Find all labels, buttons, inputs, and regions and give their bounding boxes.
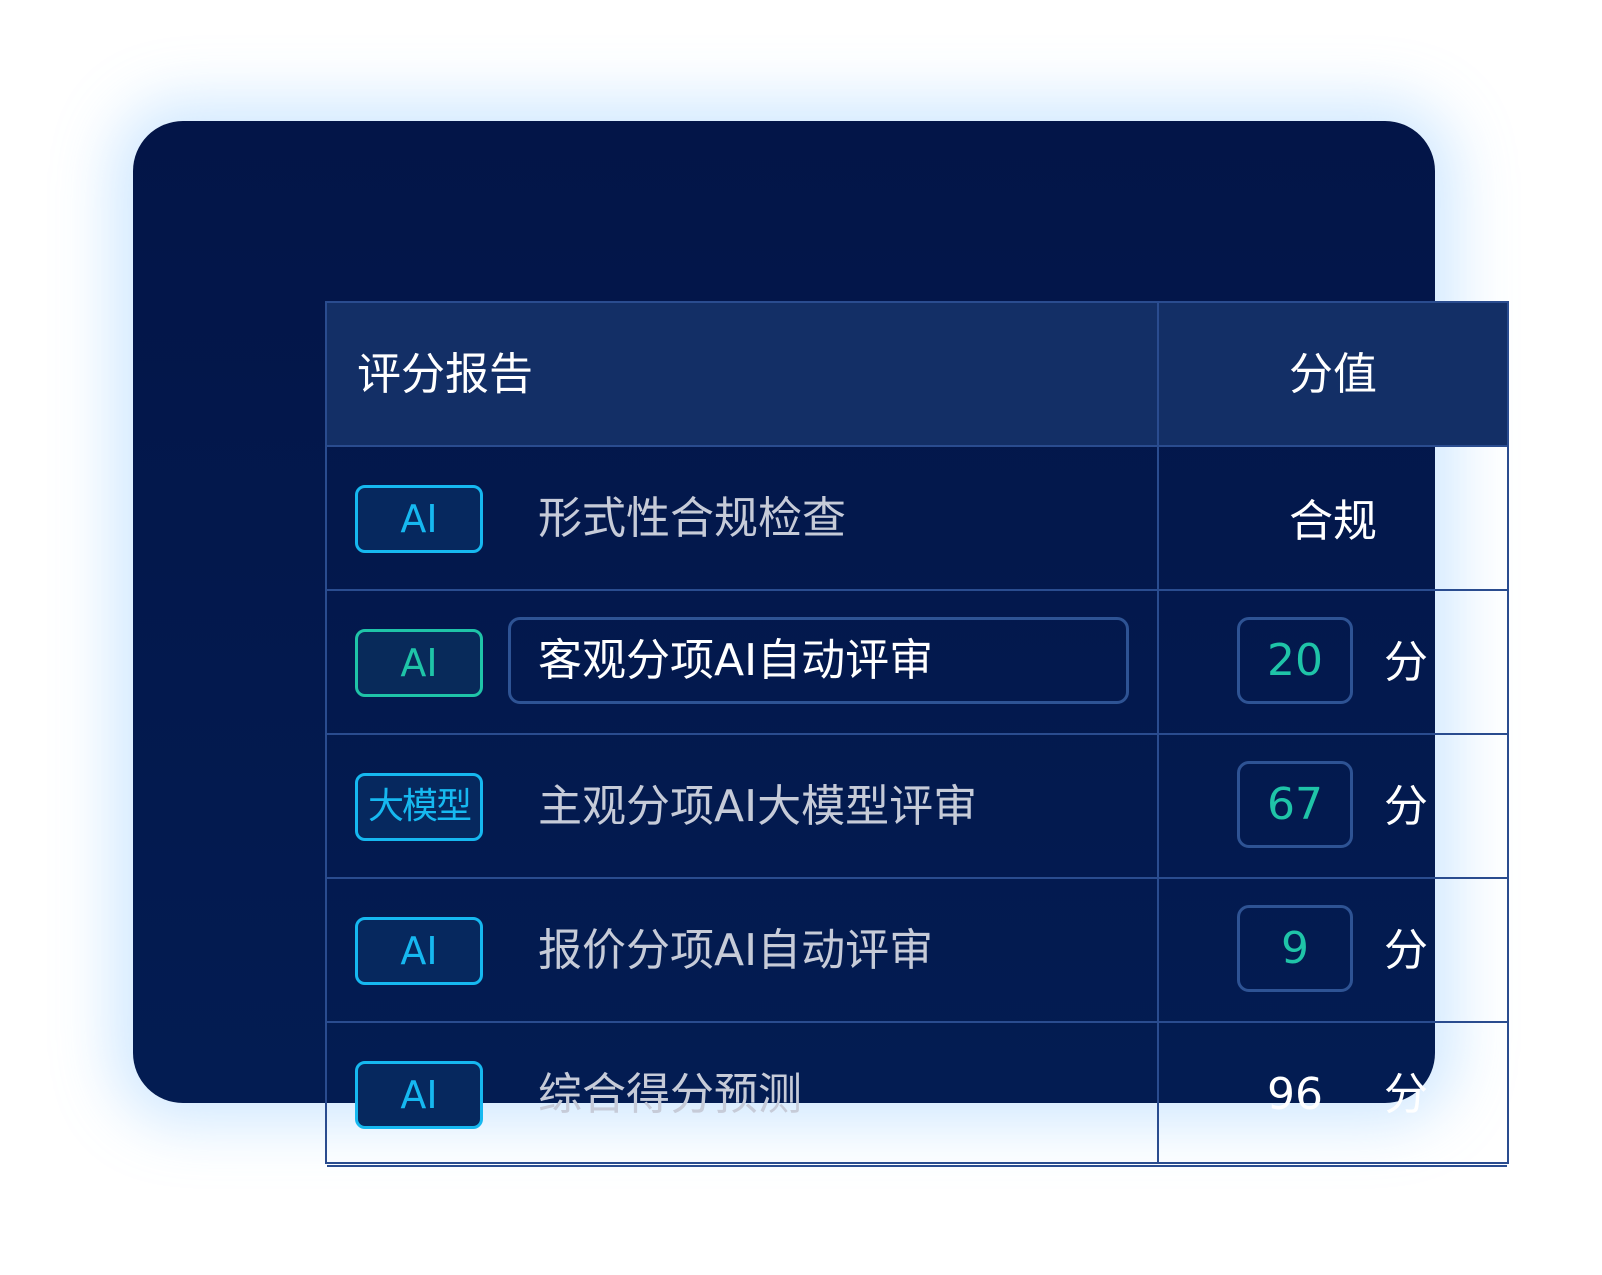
ai-badge: AI bbox=[355, 1061, 483, 1129]
score-unit: 分 bbox=[1384, 925, 1428, 976]
ai-badge: AI bbox=[355, 629, 483, 697]
score-report-table: 评分报告 分值 AI 形式性合规检查 合规 AI 客观分项AI自动评审 20 分… bbox=[325, 301, 1509, 1167]
table-row[interactable]: 大模型 主观分项AI大模型评审 67 分 bbox=[327, 735, 1507, 879]
ai-badge: AI bbox=[355, 485, 483, 553]
llm-badge: 大模型 bbox=[355, 773, 483, 841]
table-row[interactable]: AI 报价分项AI自动评审 9 分 bbox=[327, 879, 1507, 1023]
score-box: 67 bbox=[1237, 761, 1353, 848]
header-title: 评分报告 bbox=[357, 349, 533, 400]
table-header: 评分报告 分值 bbox=[327, 303, 1507, 447]
table-row[interactable]: AI 形式性合规检查 合规 bbox=[327, 447, 1507, 591]
score-report-card: 评分报告 分值 AI 形式性合规检查 合规 AI 客观分项AI自动评审 20 分… bbox=[133, 121, 1509, 1167]
score-unit: 分 bbox=[1384, 637, 1428, 688]
score-unit: 分 bbox=[1384, 1069, 1428, 1120]
header-value-column: 分值 bbox=[1289, 349, 1377, 400]
table-row-selected[interactable]: AI 客观分项AI自动评审 20 分 bbox=[327, 591, 1507, 735]
column-divider bbox=[1157, 303, 1159, 1162]
row-label: 形式性合规检查 bbox=[538, 493, 846, 544]
total-score: 96 bbox=[1267, 1069, 1323, 1120]
table-row[interactable]: AI 综合得分预测 96 分 bbox=[327, 1023, 1507, 1167]
row-label: 主观分项AI大模型评审 bbox=[538, 781, 978, 832]
row-value: 合规 bbox=[1289, 496, 1377, 547]
score-box: 9 bbox=[1237, 905, 1353, 992]
row-label: 报价分项AI自动评审 bbox=[538, 925, 934, 976]
score-box: 20 bbox=[1237, 617, 1353, 704]
ai-badge: AI bbox=[355, 917, 483, 985]
row-label: 综合得分预测 bbox=[538, 1069, 802, 1120]
score-unit: 分 bbox=[1384, 781, 1428, 832]
row-label[interactable]: 客观分项AI自动评审 bbox=[508, 617, 1129, 704]
